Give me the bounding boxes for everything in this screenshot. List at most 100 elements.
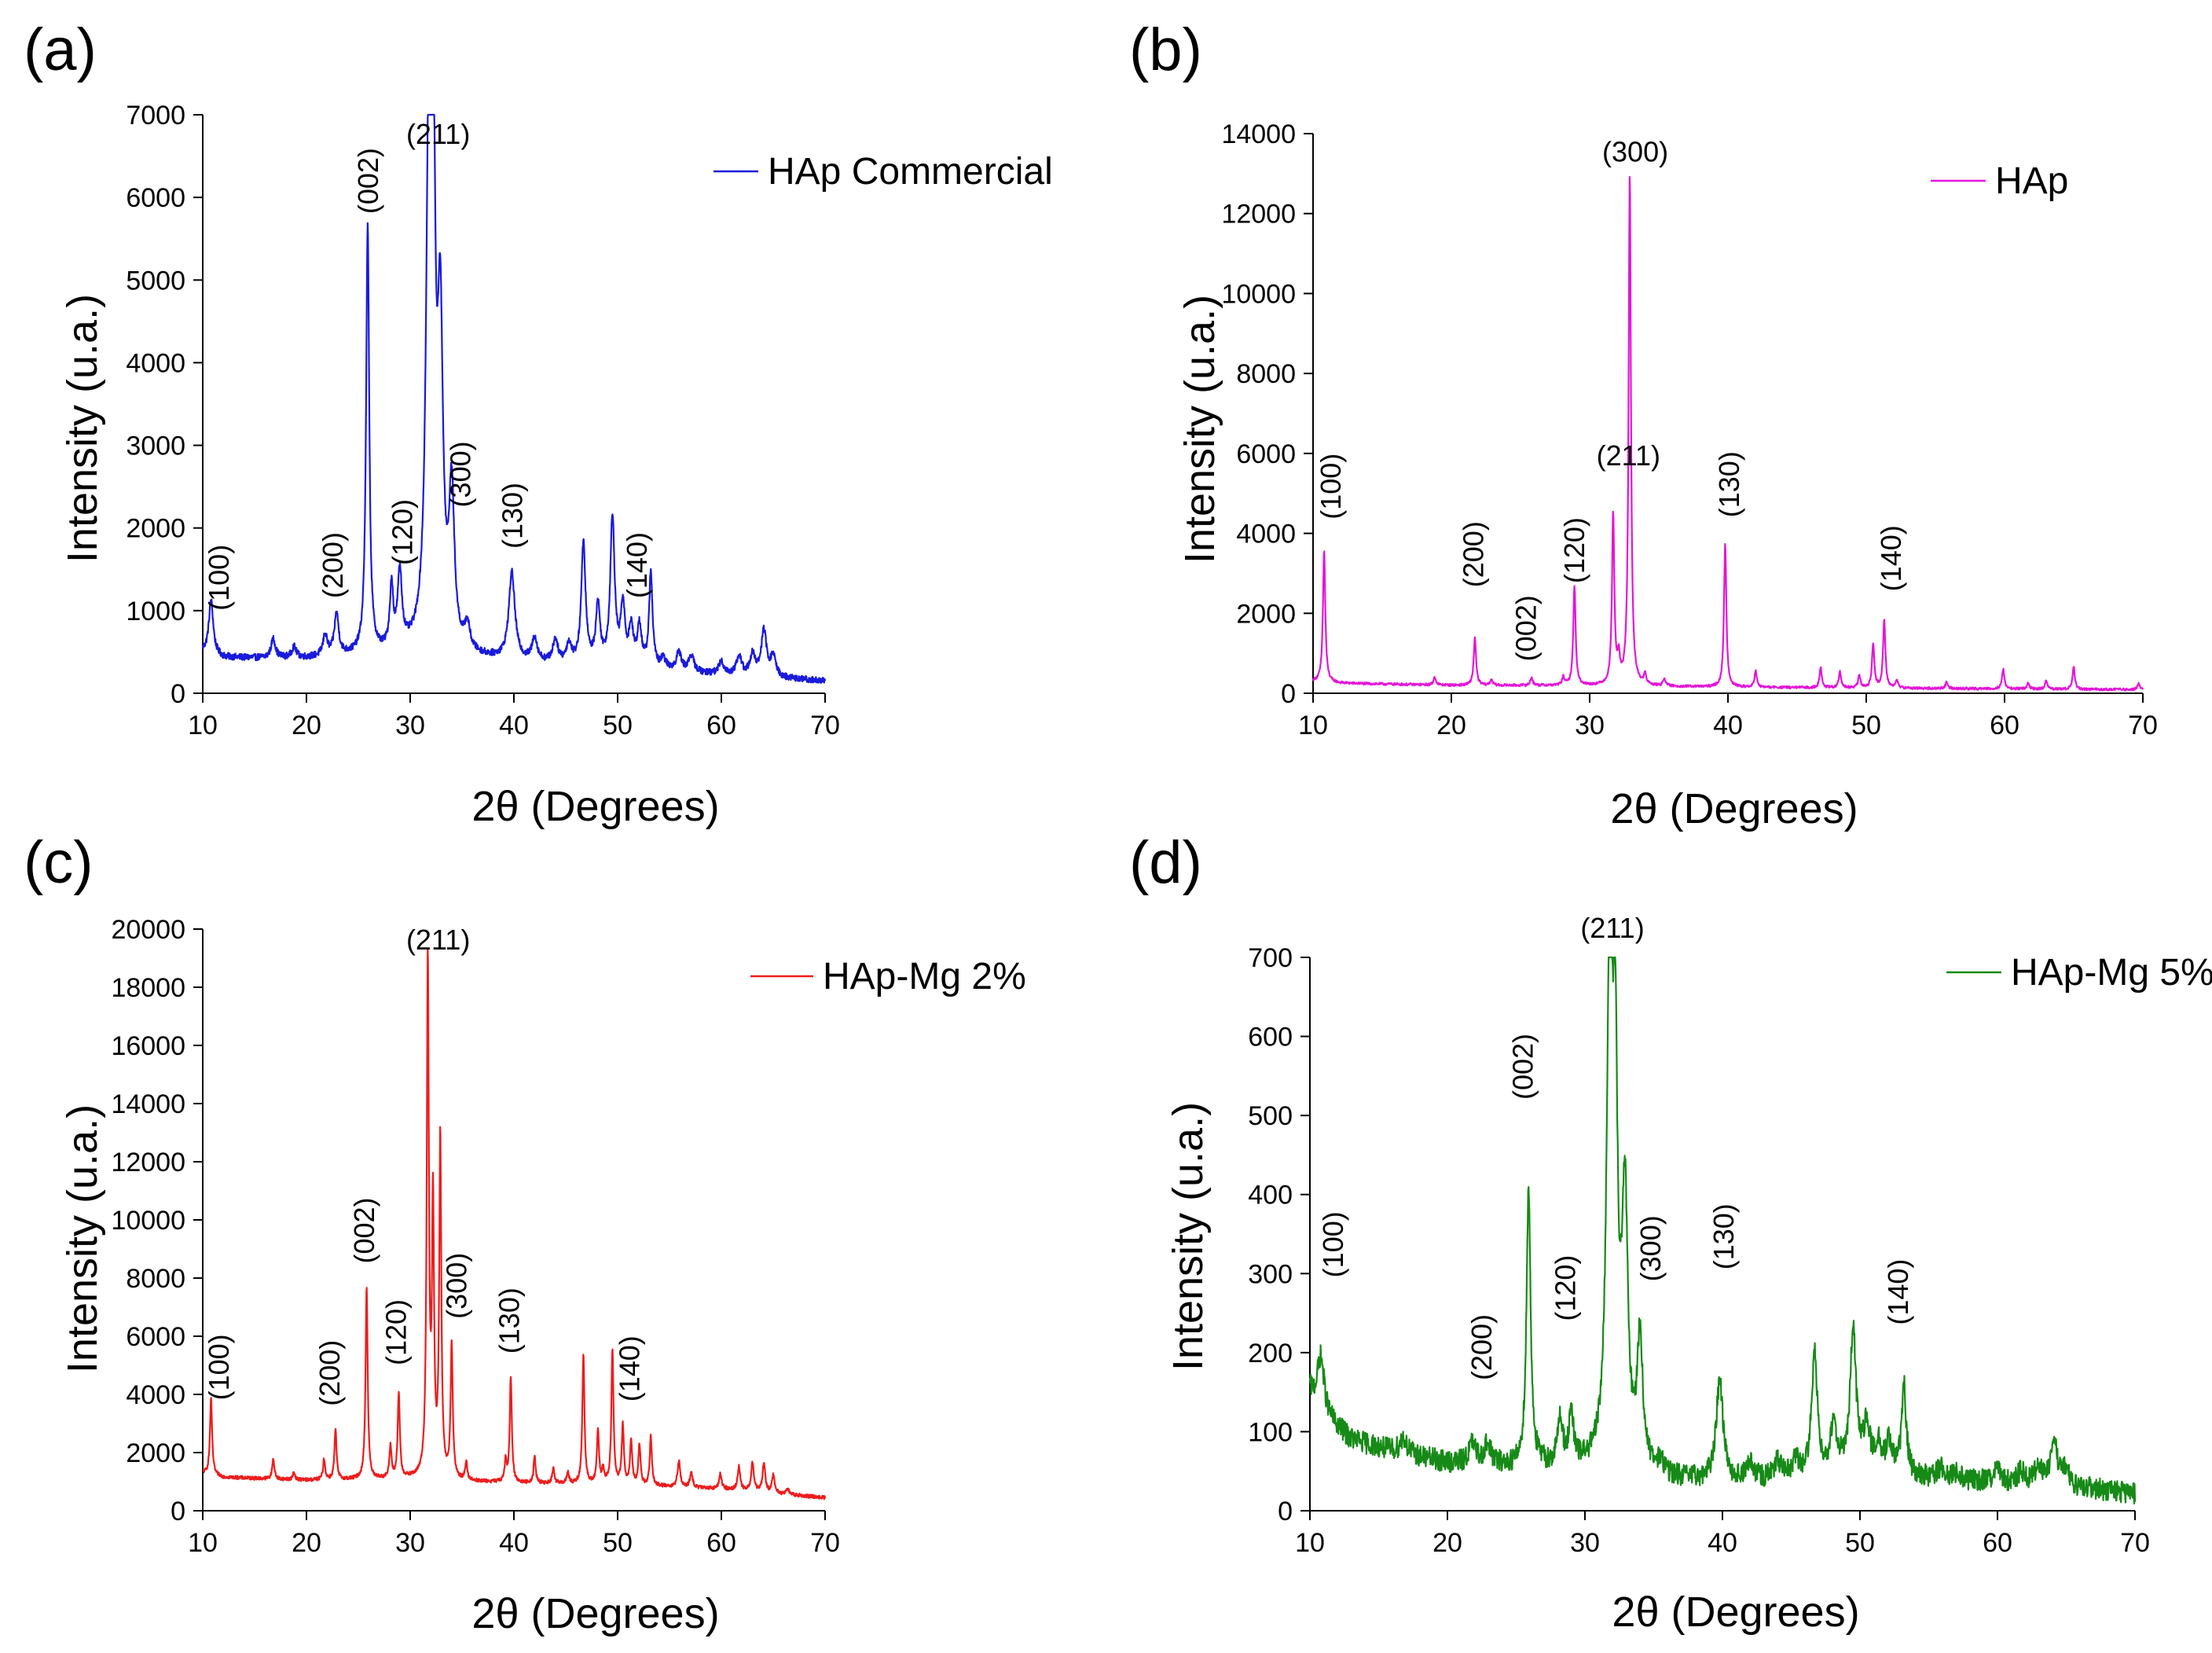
x-axis-label: 2θ (Degrees) (471, 1590, 720, 1637)
peak-label: (211) (1580, 912, 1644, 944)
y-tick-label: 100 (1248, 1417, 1293, 1447)
y-tick-label: 10000 (1221, 279, 1296, 309)
series-line (1311, 175, 2144, 692)
y-tick-label: 0 (171, 679, 185, 709)
x-tick-label: 40 (1713, 711, 1743, 740)
peak-label: (130) (497, 483, 529, 549)
x-tick-label: 10 (188, 1528, 218, 1558)
y-tick-label: 14000 (111, 1089, 185, 1119)
x-tick-label: 60 (1990, 711, 2019, 740)
x-tick-label: 40 (499, 711, 529, 740)
x-tick-label: 10 (188, 711, 218, 740)
y-tick-label: 20000 (111, 915, 185, 945)
y-tick-label: 600 (1248, 1023, 1293, 1052)
y-tick-label: 2000 (1236, 599, 1296, 629)
y-tick-label: 300 (1248, 1259, 1293, 1289)
y-tick-label: 5000 (126, 266, 185, 296)
y-tick-label: 7000 (126, 101, 185, 130)
y-tick-label: 12000 (1221, 200, 1296, 230)
y-tick-label: 400 (1248, 1181, 1293, 1210)
peak-label: (130) (1708, 1203, 1740, 1269)
peak-label: (200) (1457, 521, 1489, 587)
legend-label: HAp Commercial (768, 151, 1053, 193)
peak-label: (211) (406, 118, 470, 150)
peak-label: (140) (621, 532, 653, 598)
y-tick-label: 12000 (111, 1148, 185, 1177)
peak-label: (002) (1507, 1034, 1539, 1100)
x-tick-label: 50 (1851, 711, 1881, 740)
y-tick-label: 1000 (126, 597, 185, 626)
x-tick-label: 70 (2120, 1528, 2150, 1558)
x-tick-label: 10 (1298, 711, 1328, 740)
peak-label: (200) (317, 532, 349, 598)
x-tick-label: 50 (1845, 1528, 1875, 1558)
y-tick-label: 0 (1278, 1497, 1293, 1526)
x-tick-label: 60 (706, 1528, 736, 1558)
y-tick-label: 500 (1248, 1101, 1293, 1131)
legend-label: HAp-Mg 2% (823, 956, 1026, 997)
y-tick-label: 200 (1248, 1339, 1293, 1368)
x-tick-label: 30 (1570, 1528, 1600, 1558)
peak-label: (120) (387, 499, 419, 565)
peak-label: (120) (1558, 517, 1590, 583)
x-axis-label: 2θ (Degrees) (471, 783, 720, 830)
xrd-chart-b: 0 2000 4000 6000 8000 10000 12000 14000 10 20 30 40… (1221, 119, 2158, 740)
peak-label: (002) (1510, 595, 1542, 661)
x-tick-label: 60 (706, 711, 736, 740)
peak-label: (300) (445, 441, 477, 507)
x-tick-label: 70 (810, 711, 840, 740)
y-tick-label: 0 (1281, 679, 1296, 709)
y-tick-label: 6000 (126, 1322, 185, 1352)
peak-label: (130) (1713, 451, 1745, 517)
y-tick-label: 4000 (126, 1380, 185, 1410)
x-tick-label: 30 (395, 1528, 425, 1558)
x-tick-label: 20 (1436, 711, 1466, 740)
x-tick-label: 70 (2128, 711, 2158, 740)
x-tick-label: 30 (1575, 711, 1605, 740)
y-tick-label: 16000 (111, 1031, 185, 1061)
x-tick-label: 40 (1708, 1528, 1737, 1558)
peak-label: (200) (314, 1340, 346, 1406)
x-tick-label: 50 (603, 1528, 633, 1558)
peak-label: (002) (352, 148, 384, 214)
peak-label: (140) (614, 1335, 646, 1401)
y-tick-label: 18000 (111, 973, 185, 1003)
y-tick-label: 700 (1248, 943, 1293, 973)
y-tick-label: 3000 (126, 432, 185, 461)
y-tick-label: 6000 (126, 183, 185, 213)
y-tick-label: 14000 (1221, 119, 1296, 149)
peak-label: (211) (406, 924, 470, 956)
x-tick-label: 10 (1295, 1528, 1325, 1558)
panel-letter: (a) (24, 17, 97, 83)
y-tick-label: 10000 (111, 1206, 185, 1236)
x-tick-label: 20 (292, 1528, 321, 1558)
peak-label: (300) (440, 1253, 472, 1319)
panel-letter: (b) (1129, 17, 1202, 83)
xrd-chart-d: 0 100 200 300 400 500 600 700 10 20 30 40 50 60 70 (100… (1248, 912, 2212, 1558)
x-tick-label: 20 (292, 711, 321, 740)
peak-label: (300) (1634, 1215, 1667, 1281)
x-tick-label: 20 (1432, 1528, 1462, 1558)
peak-label: (300) (1602, 136, 1668, 168)
xrd-chart-c: 0 2000 4000 6000 8000 10000 12000 14000 16000 180… (111, 915, 1026, 1558)
x-tick-label: 30 (395, 711, 425, 740)
x-axis-label: 2θ (Degrees) (1610, 785, 1858, 832)
panel-b: (b) Intensity (u.a.) 2θ (Degrees) 0 2000 4… (1106, 0, 2212, 833)
peak-label: (211) (1597, 439, 1660, 472)
x-tick-label: 50 (603, 711, 633, 740)
y-tick-label: 8000 (1236, 359, 1296, 389)
legend-label: HAp-Mg 5% (2011, 952, 2212, 994)
y-tick-label: 8000 (126, 1264, 185, 1294)
xrd-chart-a: 0 1000 2000 3000 4000 5000 6000 7000 10 20 30 40 50 6… (126, 101, 1053, 740)
peak-label: (140) (1875, 525, 1907, 591)
panel-c: (c) Intensity (u.a.) 2θ (Degrees) 0 2000 4… (0, 827, 1106, 1653)
peak-label: (120) (1550, 1255, 1582, 1321)
y-tick-label: 6000 (1236, 439, 1296, 469)
peak-label: (130) (493, 1288, 526, 1354)
y-tick-label: 2000 (126, 514, 185, 544)
peak-label: (140) (1882, 1259, 1914, 1325)
series-line (202, 948, 827, 1501)
peak-label: (100) (203, 1334, 235, 1400)
x-tick-label: 70 (810, 1528, 840, 1558)
panel-d: (d) Intensity (u.a.) 2θ (Degrees) 0 100 20… (1106, 827, 2212, 1653)
